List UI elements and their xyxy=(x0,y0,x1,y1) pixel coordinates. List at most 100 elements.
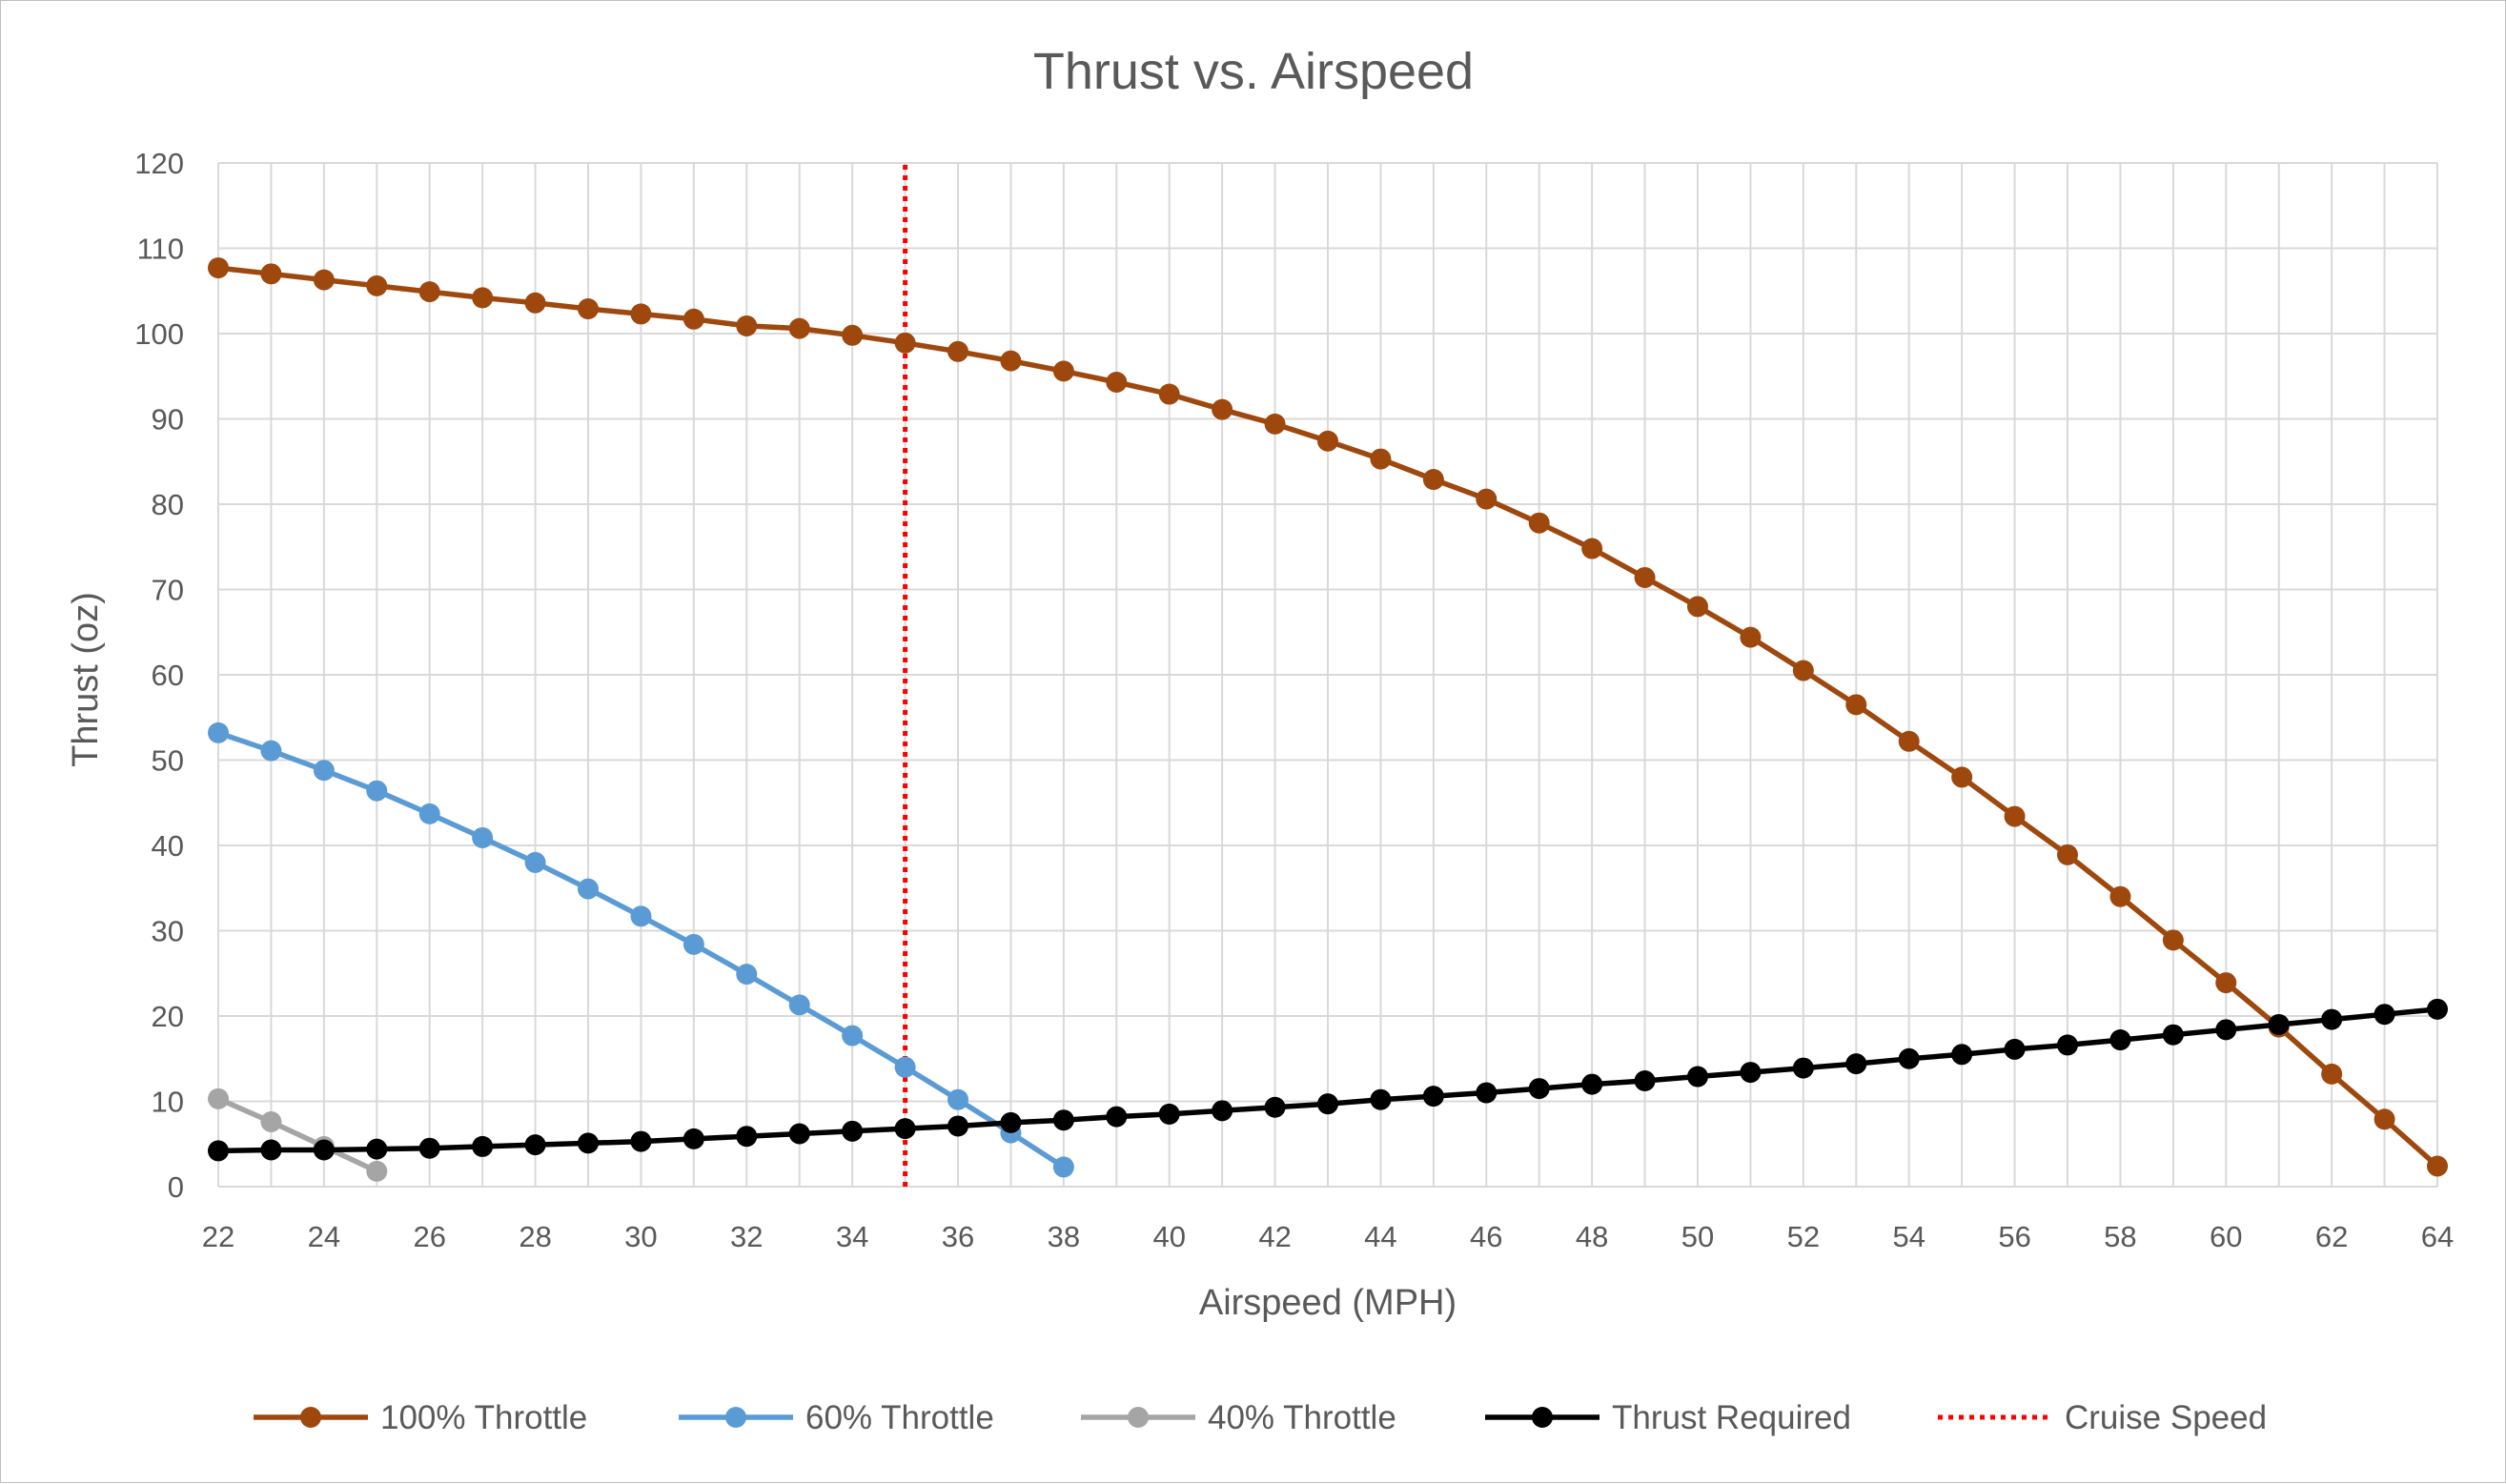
thrust-required-point xyxy=(2427,998,2448,1020)
thrust-required-point xyxy=(2004,1038,2026,1060)
x-tick-label: 62 xyxy=(2315,1220,2348,1253)
100-throttle-point xyxy=(788,317,810,339)
x-tick-label: 54 xyxy=(1892,1220,1925,1253)
y-tick-label: 20 xyxy=(152,1000,184,1033)
x-tick-label: 30 xyxy=(624,1220,657,1253)
100-throttle-point xyxy=(1898,730,1920,752)
x-tick-label: 64 xyxy=(2421,1220,2454,1253)
y-tick-label: 110 xyxy=(137,233,184,266)
x-tick-label: 22 xyxy=(202,1220,234,1253)
100-throttle-point xyxy=(2427,1155,2448,1177)
100-throttle-point xyxy=(1687,596,1708,618)
thrust-required-point xyxy=(2268,1013,2290,1035)
100-throttle-point xyxy=(2109,885,2131,907)
100-throttle-point xyxy=(2374,1108,2395,1130)
x-tick-labels: 22 24 26 28 30 32 34 36 38 40 42 44 46 48 50 52 54 56 58 60… xyxy=(202,1220,2454,1253)
thrust-required-point xyxy=(1422,1086,1444,1108)
60-throttle-point xyxy=(313,760,335,782)
60-throttle-point xyxy=(630,905,652,927)
100-throttle-point xyxy=(1264,413,1286,435)
40-throttle-point xyxy=(208,1088,229,1109)
thrust-required-point xyxy=(2162,1024,2184,1046)
x-axis-title: Airspeed (MPH) xyxy=(1199,1283,1457,1323)
thrust-required-point xyxy=(947,1115,968,1137)
thrust-required-point xyxy=(472,1135,494,1157)
legend: 100% Throttle 60% Throttle 40% Throttle Thr… xyxy=(254,1399,2267,1436)
y-tick-label: 30 xyxy=(152,915,184,948)
thrust-required-point xyxy=(1476,1082,1497,1104)
thrust-required-point xyxy=(736,1126,758,1148)
thrust-required-point xyxy=(1158,1103,1180,1125)
100-throttle-point xyxy=(1052,360,1074,382)
thrust-required-point xyxy=(1317,1093,1338,1115)
x-tick-label: 40 xyxy=(1152,1220,1185,1253)
thrust-required-point xyxy=(524,1134,546,1156)
100-throttle-point xyxy=(1528,512,1550,534)
y-tick-label: 10 xyxy=(152,1086,184,1119)
thrust-required-point xyxy=(1212,1100,1233,1122)
thrust-required-point xyxy=(788,1123,810,1145)
y-tick-label: 80 xyxy=(152,488,184,521)
x-tick-label: 28 xyxy=(519,1220,551,1253)
x-tick-label: 38 xyxy=(1048,1220,1080,1253)
thrust-required-point xyxy=(2057,1034,2078,1056)
100-throttle-point xyxy=(630,303,652,325)
40-throttle-point xyxy=(366,1160,388,1182)
thrust-required-point xyxy=(1370,1088,1392,1110)
60-throttle-point xyxy=(947,1088,968,1110)
thrust-required-point xyxy=(366,1138,388,1160)
thrust-required-point xyxy=(894,1118,916,1140)
60-throttle-point xyxy=(578,878,599,900)
legend-label-100-throttle: 100% Throttle xyxy=(380,1399,587,1436)
thrust-required-point xyxy=(2321,1008,2343,1030)
thrust-required-point xyxy=(418,1137,440,1159)
100-throttle-point xyxy=(947,340,968,362)
60-throttle-point xyxy=(1052,1156,1074,1178)
40-throttle-line xyxy=(216,1096,378,1174)
60-throttle-point xyxy=(788,994,810,1016)
x-tick-label: 26 xyxy=(413,1220,445,1253)
thrust-required-point xyxy=(1634,1070,1656,1092)
thrust-required-point xyxy=(208,1140,229,1162)
x-tick-label: 60 xyxy=(2210,1220,2242,1253)
legend-marker-100-throttle xyxy=(300,1407,321,1428)
60-throttle-point xyxy=(736,964,758,986)
x-tick-label: 46 xyxy=(1470,1220,1502,1253)
thrust-required-point xyxy=(578,1132,599,1154)
100-throttle-point xyxy=(736,315,758,336)
thrust-required-point xyxy=(1951,1044,1973,1066)
thrust-required-point xyxy=(1740,1062,1762,1084)
100-throttle-point xyxy=(2321,1063,2343,1085)
100-throttle-point xyxy=(1581,538,1603,559)
y-tick-label: 40 xyxy=(152,829,184,863)
x-tick-label: 42 xyxy=(1258,1220,1291,1253)
y-tick-label: 70 xyxy=(152,574,184,607)
100-throttle-point xyxy=(842,324,864,346)
60-throttle-point xyxy=(894,1056,916,1078)
legend-label-60-throttle: 60% Throttle xyxy=(805,1399,994,1436)
100-throttle-point xyxy=(418,281,440,303)
legend-label-cruise-speed: Cruise Speed xyxy=(2065,1399,2267,1436)
100-throttle-point xyxy=(1951,766,1973,788)
legend-marker-60-throttle xyxy=(725,1407,746,1428)
y-tick-labels: 0 10 20 30 40 50 60 70 80 90 100 110 120 xyxy=(134,147,184,1204)
thrust-required-point xyxy=(630,1130,652,1152)
thrust-required-point xyxy=(1898,1047,1920,1069)
100-throttle-point xyxy=(472,287,494,309)
chart-title: Thrust vs. Airspeed xyxy=(1033,43,1474,100)
100-throttle-point xyxy=(260,263,282,285)
100-throttle-point xyxy=(1740,626,1762,648)
legend-label-40-throttle: 40% Throttle xyxy=(1208,1399,1396,1436)
60-throttle-point xyxy=(842,1025,864,1047)
gridlines xyxy=(217,162,2438,1188)
thrust-required-point xyxy=(1052,1109,1074,1131)
100-throttle-point xyxy=(2215,972,2237,994)
y-tick-label: 100 xyxy=(134,317,184,351)
100-throttle-point xyxy=(524,292,546,314)
x-tick-label: 32 xyxy=(730,1220,763,1253)
100-throttle-point xyxy=(1212,398,1233,420)
thrust-required-point xyxy=(1687,1066,1708,1088)
series-layer xyxy=(208,163,2448,1187)
